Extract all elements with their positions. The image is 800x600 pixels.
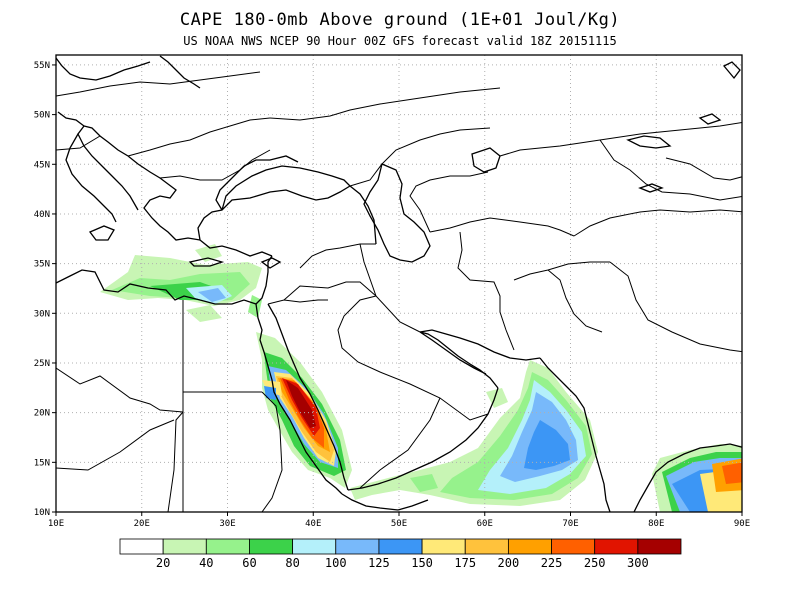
legend-swatch	[205, 538, 250, 555]
coastline-levant	[255, 255, 273, 305]
x-tick-label: 20E	[134, 519, 150, 529]
legend-swatch	[292, 538, 337, 555]
legend-label: 60	[242, 556, 256, 570]
legend-swatch	[594, 538, 639, 555]
x-tick-label: 90E	[734, 519, 750, 529]
x-tick-label: 10E	[48, 519, 64, 529]
cape-area-arabian-sea	[350, 360, 598, 506]
color-legend: 20 40 60 80 100 125 150 175 200 225 250 300	[119, 538, 682, 570]
legend-label: 100	[325, 556, 347, 570]
chart-title: CAPE 180-0mb Above ground (1E+01 Joul/Kg…	[179, 10, 621, 30]
y-tick-label: 10N	[34, 508, 50, 518]
cape-patch-israel	[248, 295, 262, 318]
coastline-red-sea-west	[255, 303, 343, 495]
cape-area-mediterranean	[100, 244, 262, 322]
y-tick-label: 55N	[34, 61, 50, 71]
cape-contour-125	[198, 288, 226, 302]
legend-swatch	[335, 538, 380, 555]
legend-swatch	[378, 538, 423, 555]
x-tick-label: 80E	[648, 519, 664, 529]
coastline-arabia-south	[347, 387, 499, 491]
legend-swatch	[421, 538, 466, 555]
legend-label: 225	[541, 556, 563, 570]
coastline-persian-gulf	[419, 331, 499, 389]
coastline-greece	[127, 155, 201, 241]
legend-label: 150	[411, 556, 433, 570]
x-tick-label: 30E	[219, 519, 235, 529]
y-tick-label: 35N	[34, 260, 50, 270]
legend-swatch	[507, 538, 552, 555]
legend-label: 300	[627, 556, 649, 570]
legend-swatch	[249, 538, 294, 555]
legend-label: 80	[285, 556, 299, 570]
coastlines-borders	[56, 55, 742, 512]
coastline-caspian	[363, 163, 431, 263]
legend-label: 250	[584, 556, 606, 570]
coastline-turkey	[197, 185, 351, 257]
legend-swatch	[162, 538, 207, 555]
coastline-cyprus	[260, 257, 282, 269]
coastline-iran-south	[419, 329, 541, 361]
y-tick-label: 30N	[34, 309, 50, 319]
cape-patch-crete	[195, 244, 222, 262]
coastline-india-west	[539, 357, 611, 512]
cape-contour-150	[524, 420, 570, 470]
legend-label: 40	[199, 556, 213, 570]
coastline-italy	[57, 111, 117, 223]
coastline-baltic	[56, 57, 151, 81]
legend-swatch	[119, 538, 164, 555]
coastline-scandinavia	[159, 55, 201, 89]
chart-subtitle: US NOAA NWS NCEP 90 Hour 00Z GFS forecas…	[183, 34, 617, 48]
cape-patch-socotra	[410, 474, 438, 492]
cape-shading	[100, 244, 742, 512]
coastline-lake-zaysan	[698, 113, 722, 125]
coastline-adriatic	[77, 125, 139, 211]
legend-label: 20	[156, 556, 170, 570]
legend-label: 175	[454, 556, 476, 570]
legend-swatch	[637, 538, 682, 555]
cape-area-bay-of-bengal	[652, 444, 742, 512]
y-tick-label: 20N	[34, 409, 50, 419]
coastline-india-east	[633, 443, 742, 512]
x-tick-label: 60E	[477, 519, 493, 529]
x-tick-label: 40E	[305, 519, 321, 529]
legend-label: 125	[368, 556, 390, 570]
coastline-anatolia-east	[349, 185, 377, 245]
y-tick-label: 25N	[34, 359, 50, 369]
x-tick-label: 70E	[562, 519, 578, 529]
legend-label: 200	[498, 556, 520, 570]
coastline-lake-baikal-edge	[722, 61, 741, 80]
cape-patch-gulf	[486, 388, 508, 408]
legend-swatch	[551, 538, 596, 555]
coastline-lake-balkhash	[626, 135, 672, 149]
y-tick-label: 40N	[34, 210, 50, 220]
x-tick-label: 50E	[391, 519, 407, 529]
coastline-lake-issykkul	[638, 183, 664, 193]
coastline-black-sea	[215, 155, 351, 211]
political-borders	[56, 71, 742, 512]
cape-contour-max	[286, 380, 316, 428]
coastline-crete	[188, 257, 225, 267]
coastline-aral	[471, 147, 501, 173]
y-tick-label: 45N	[34, 160, 50, 170]
axis-ticks: 10E 20E 30E 40E 50E 60E 70E 80E 90E 10N 15N 20N 25N 3…	[34, 61, 750, 529]
y-tick-label: 15N	[34, 458, 50, 468]
y-tick-label: 50N	[34, 111, 50, 121]
coastline-red-sea-east	[267, 303, 349, 491]
cape-area-red-sea	[256, 332, 352, 488]
coastline-north-africa	[56, 269, 257, 305]
coastline-sicily	[88, 225, 115, 241]
cape-contour-250	[722, 462, 742, 484]
coastline-horn-africa	[341, 493, 399, 511]
legend-swatch	[464, 538, 509, 555]
coastline-somalia	[397, 499, 429, 511]
